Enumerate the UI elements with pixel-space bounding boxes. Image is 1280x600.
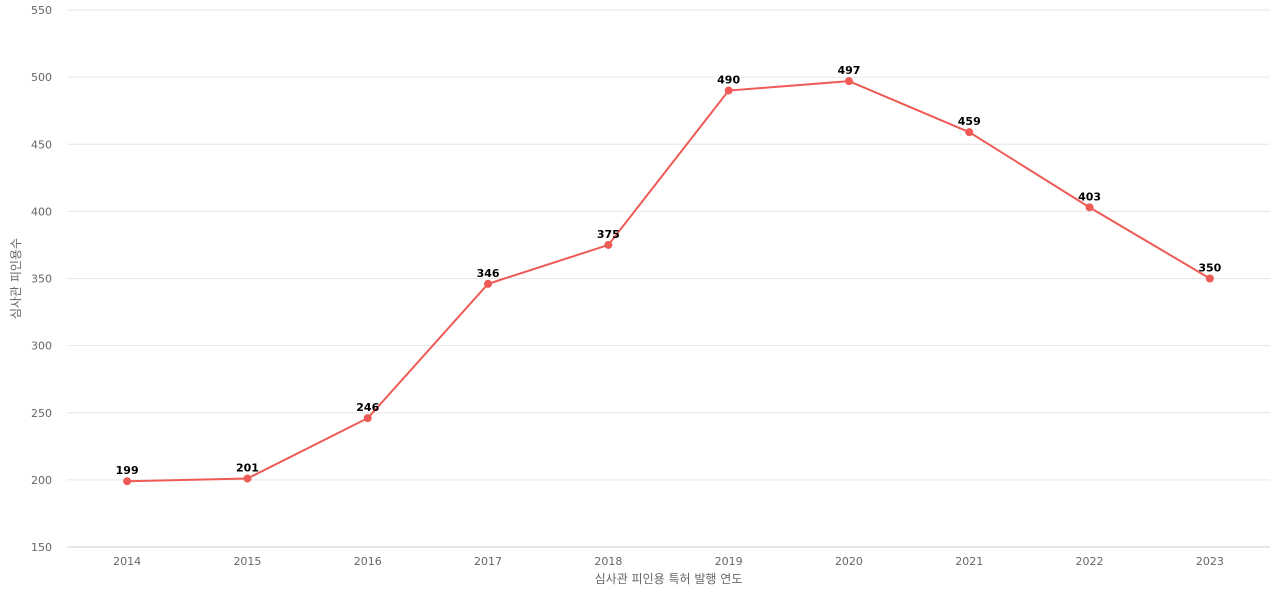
data-point[interactable] [844, 77, 853, 86]
y-tick-label: 150 [31, 541, 52, 554]
data-point[interactable] [123, 477, 132, 486]
data-point[interactable] [965, 128, 974, 137]
y-tick-label: 450 [31, 138, 52, 151]
y-tick-label: 200 [31, 474, 52, 487]
data-label: 350 [1198, 262, 1221, 275]
x-tick-label: 2021 [955, 555, 983, 568]
series-line [127, 80, 1211, 483]
points-layer [123, 77, 1214, 486]
x-tick-label: 2018 [594, 555, 622, 568]
x-tick-label: 2015 [233, 555, 261, 568]
x-tick-label: 2023 [1196, 555, 1224, 568]
data-label: 201 [236, 462, 259, 475]
x-tick-label: 2017 [474, 555, 502, 568]
series-layer [127, 80, 1211, 483]
data-label: 375 [597, 228, 620, 241]
data-point[interactable] [604, 240, 613, 249]
y-tick-label: 500 [31, 71, 52, 84]
x-tick-label: 2014 [113, 555, 141, 568]
x-tick-label: 2020 [835, 555, 863, 568]
x-tick-label: 2019 [715, 555, 743, 568]
y-tick-label: 350 [31, 273, 52, 286]
data-label: 246 [356, 401, 379, 414]
y-tick-label: 550 [31, 4, 52, 17]
data-label: 199 [116, 464, 139, 477]
data-point[interactable] [724, 86, 733, 95]
x-tick-label: 2016 [354, 555, 382, 568]
y-tick-label: 300 [31, 340, 52, 353]
grid-layer [67, 9, 1270, 481]
data-label: 490 [717, 74, 740, 87]
data-point[interactable] [484, 279, 493, 288]
data-label: 403 [1078, 190, 1101, 203]
y-tick-label: 400 [31, 205, 52, 218]
data-point[interactable] [1085, 203, 1094, 212]
data-label: 497 [837, 64, 860, 77]
x-axis-ticks: 2014 2015 2016 2017 2018 2019 2020 2021 2022 2023 [113, 555, 1224, 568]
y-axis-ticks: 150 200 250 300 350 400 450 500 550 [31, 4, 52, 554]
x-axis-title: 심사관 피인용 특허 발행 연도 [595, 571, 743, 586]
data-labels-layer: 199 201 246 346 375 490 497 459 403 350 [116, 64, 1222, 477]
data-point[interactable] [243, 474, 252, 483]
data-label: 346 [477, 267, 500, 280]
y-axis-title: 심사관 피인용수 [9, 238, 23, 319]
data-point[interactable] [363, 414, 372, 423]
data-point[interactable] [1205, 274, 1214, 283]
x-tick-label: 2022 [1076, 555, 1104, 568]
y-tick-label: 250 [31, 407, 52, 420]
data-label: 459 [958, 115, 981, 128]
